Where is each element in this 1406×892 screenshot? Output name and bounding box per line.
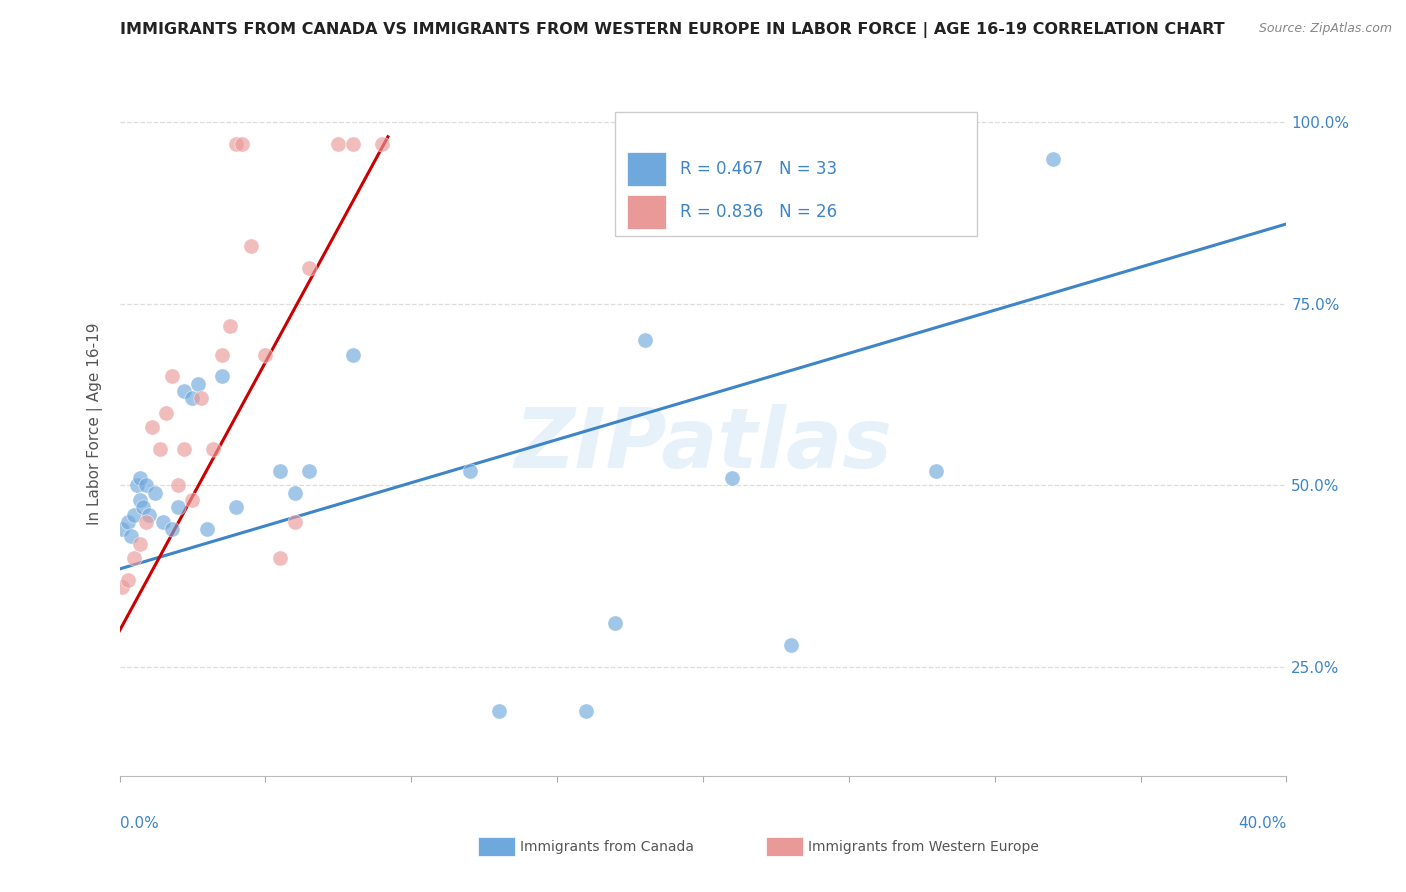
Text: Source: ZipAtlas.com: Source: ZipAtlas.com: [1258, 22, 1392, 36]
Point: [328, 136, 350, 151]
Point: [211, 369, 233, 384]
Text: R = 0.836   N = 26: R = 0.836 N = 26: [679, 202, 837, 220]
Point: [605, 616, 627, 631]
Point: [111, 580, 134, 594]
Text: R = 0.467   N = 33: R = 0.467 N = 33: [679, 161, 837, 178]
Point: [122, 508, 145, 522]
Text: IMMIGRANTS FROM CANADA VS IMMIGRANTS FROM WESTERN EUROPE IN LABOR FORCE | AGE 16: IMMIGRANTS FROM CANADA VS IMMIGRANTS FRO…: [120, 22, 1225, 38]
Point: [129, 493, 152, 508]
Point: [298, 260, 321, 275]
FancyBboxPatch shape: [627, 153, 665, 186]
Point: [219, 318, 242, 333]
Point: [117, 573, 139, 587]
Point: [779, 638, 801, 652]
Point: [143, 485, 166, 500]
Point: [122, 551, 145, 566]
Point: [225, 500, 247, 515]
Point: [458, 464, 481, 478]
Point: [166, 478, 188, 492]
Point: [129, 471, 152, 485]
Text: 40.0%: 40.0%: [1239, 816, 1286, 830]
Point: [111, 522, 134, 536]
Point: [181, 493, 204, 508]
Point: [117, 515, 139, 529]
Point: [488, 704, 510, 718]
Point: [342, 348, 364, 362]
Point: [225, 136, 247, 151]
Point: [155, 406, 177, 420]
Point: [132, 500, 155, 515]
Point: [371, 136, 394, 151]
Point: [721, 471, 744, 485]
Point: [120, 529, 142, 543]
Point: [231, 136, 253, 151]
Point: [254, 348, 277, 362]
Point: [201, 442, 224, 457]
FancyBboxPatch shape: [627, 194, 665, 228]
Point: [166, 500, 188, 515]
Point: [195, 522, 218, 536]
Point: [269, 551, 291, 566]
Point: [283, 485, 307, 500]
Point: [269, 464, 291, 478]
Point: [342, 136, 364, 151]
Point: [211, 348, 233, 362]
Point: [125, 478, 148, 492]
Point: [181, 391, 204, 405]
Point: [173, 442, 195, 457]
Point: [633, 333, 655, 347]
Point: [190, 391, 212, 405]
Point: [925, 464, 948, 478]
Y-axis label: In Labor Force | Age 16-19: In Labor Force | Age 16-19: [87, 322, 103, 525]
Text: ZIPatlas: ZIPatlas: [515, 404, 891, 485]
Point: [239, 238, 262, 252]
Point: [173, 384, 195, 398]
Point: [135, 515, 157, 529]
Point: [149, 442, 172, 457]
Point: [283, 515, 307, 529]
Point: [129, 536, 152, 550]
Point: [138, 508, 160, 522]
Point: [152, 515, 174, 529]
Point: [135, 478, 157, 492]
Point: [160, 522, 183, 536]
Point: [298, 464, 321, 478]
Text: Immigrants from Western Europe: Immigrants from Western Europe: [808, 839, 1039, 854]
FancyBboxPatch shape: [616, 112, 977, 235]
Point: [1042, 152, 1064, 166]
Point: [575, 704, 598, 718]
Text: 0.0%: 0.0%: [120, 816, 159, 830]
Text: Immigrants from Canada: Immigrants from Canada: [520, 839, 695, 854]
Point: [141, 420, 163, 434]
Point: [160, 369, 183, 384]
Point: [187, 376, 209, 391]
